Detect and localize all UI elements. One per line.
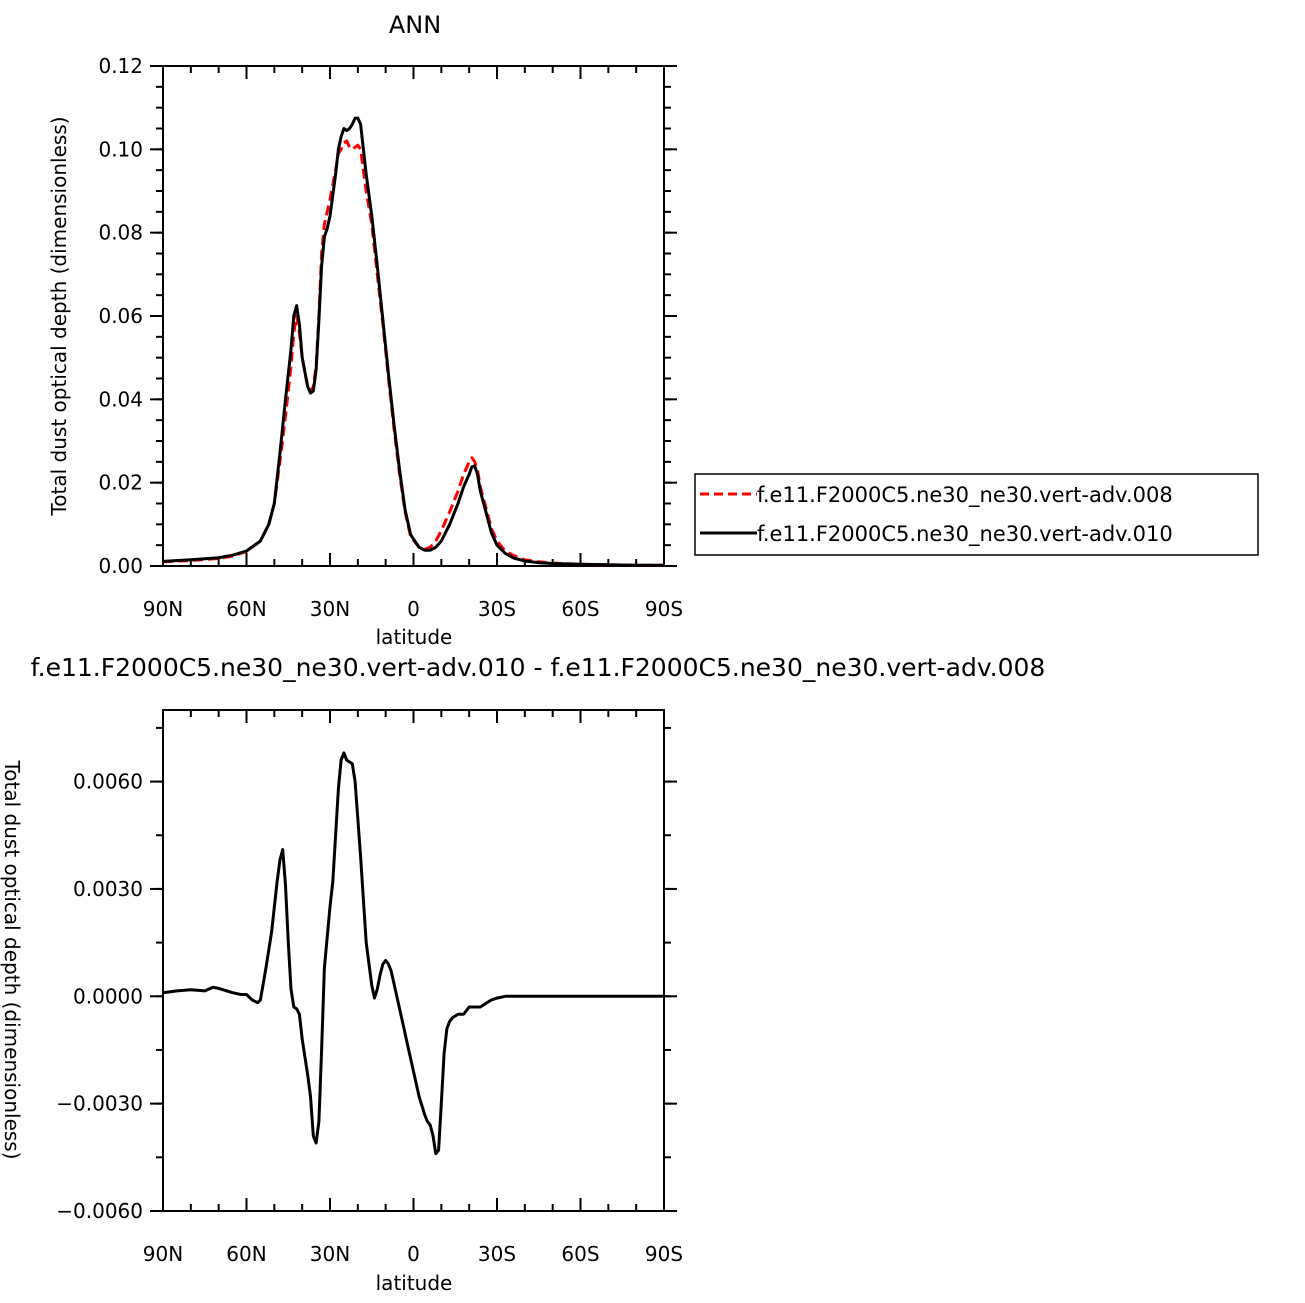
y-tick-label: 0.02 — [98, 471, 143, 495]
series-line-008 — [162, 139, 664, 567]
x-tick-label: 60N — [226, 597, 266, 621]
x-tick-label: 60N — [226, 1242, 266, 1266]
series-lines — [162, 116, 664, 567]
x-tick-label: 90N — [143, 1242, 183, 1266]
x-tick-label: 30N — [310, 597, 350, 621]
x-tick-label: 90S — [645, 597, 683, 621]
y-tick-label: 0.00 — [98, 554, 143, 578]
difference-panel: f.e11.F2000C5.ne30_ne30.vert-adv.010 - f… — [0, 653, 1045, 1295]
series-line-difference — [162, 751, 664, 1156]
x-tick-label: 30S — [478, 597, 516, 621]
y-tick-label: 0.06 — [98, 304, 143, 328]
y-tick-label: 0.04 — [98, 387, 143, 411]
y-tick-label: 0.10 — [98, 137, 143, 161]
ann-panel: ANN 90N 60N 30N 0 30S 60S 90S 0.00 0.02 0.04 0.06 0… — [47, 11, 683, 649]
legend-entry-008: f.e11.F2000C5.ne30_ne30.vert-adv.008 — [757, 483, 1173, 508]
legend: f.e11.F2000C5.ne30_ne30.vert-adv.008 f.e… — [694, 473, 1259, 556]
axis-ticks: 90N 60N 30N 0 30S 60S 90S −0.0060 −0.0030 0.0000 0… — [56, 710, 683, 1266]
y-tick-label: −0.0030 — [56, 1092, 143, 1116]
x-tick-label: 90S — [645, 1242, 683, 1266]
plot-frame — [162, 709, 665, 1212]
axis-ticks: 90N 60N 30N 0 30S 60S 90S 0.00 0.02 0.04 0.06 0.08 0… — [98, 54, 683, 621]
x-axis-label: latitude — [376, 625, 453, 649]
y-axis-label: Total dust optical depth (dimensionless) — [0, 759, 24, 1159]
series-lines — [162, 751, 664, 1156]
x-tick-label: 60S — [561, 597, 599, 621]
series-line-010 — [162, 116, 664, 567]
x-tick-label: 0 — [407, 597, 420, 621]
legend-entry-010: f.e11.F2000C5.ne30_ne30.vert-adv.010 — [757, 522, 1173, 547]
difference-title: f.e11.F2000C5.ne30_ne30.vert-adv.010 - f… — [31, 653, 1046, 682]
y-axis-label: Total dust optical depth (dimensionless) — [47, 116, 71, 516]
plot-frame — [162, 65, 665, 567]
x-tick-label: 30S — [478, 1242, 516, 1266]
y-tick-label: 0.12 — [98, 54, 143, 78]
y-tick-label: 0.0000 — [73, 984, 143, 1008]
y-tick-label: 0.0030 — [73, 877, 143, 901]
y-tick-label: −0.0060 — [56, 1199, 143, 1223]
x-tick-label: 0 — [407, 1242, 420, 1266]
chart-title: ANN — [389, 11, 441, 39]
x-tick-label: 90N — [143, 597, 183, 621]
legend-box — [694, 473, 1259, 556]
x-tick-label: 60S — [561, 1242, 599, 1266]
y-tick-label: 0.08 — [98, 221, 143, 245]
x-axis-label: latitude — [376, 1271, 453, 1295]
y-tick-label: 0.0060 — [73, 770, 143, 794]
x-tick-label: 30N — [310, 1242, 350, 1266]
